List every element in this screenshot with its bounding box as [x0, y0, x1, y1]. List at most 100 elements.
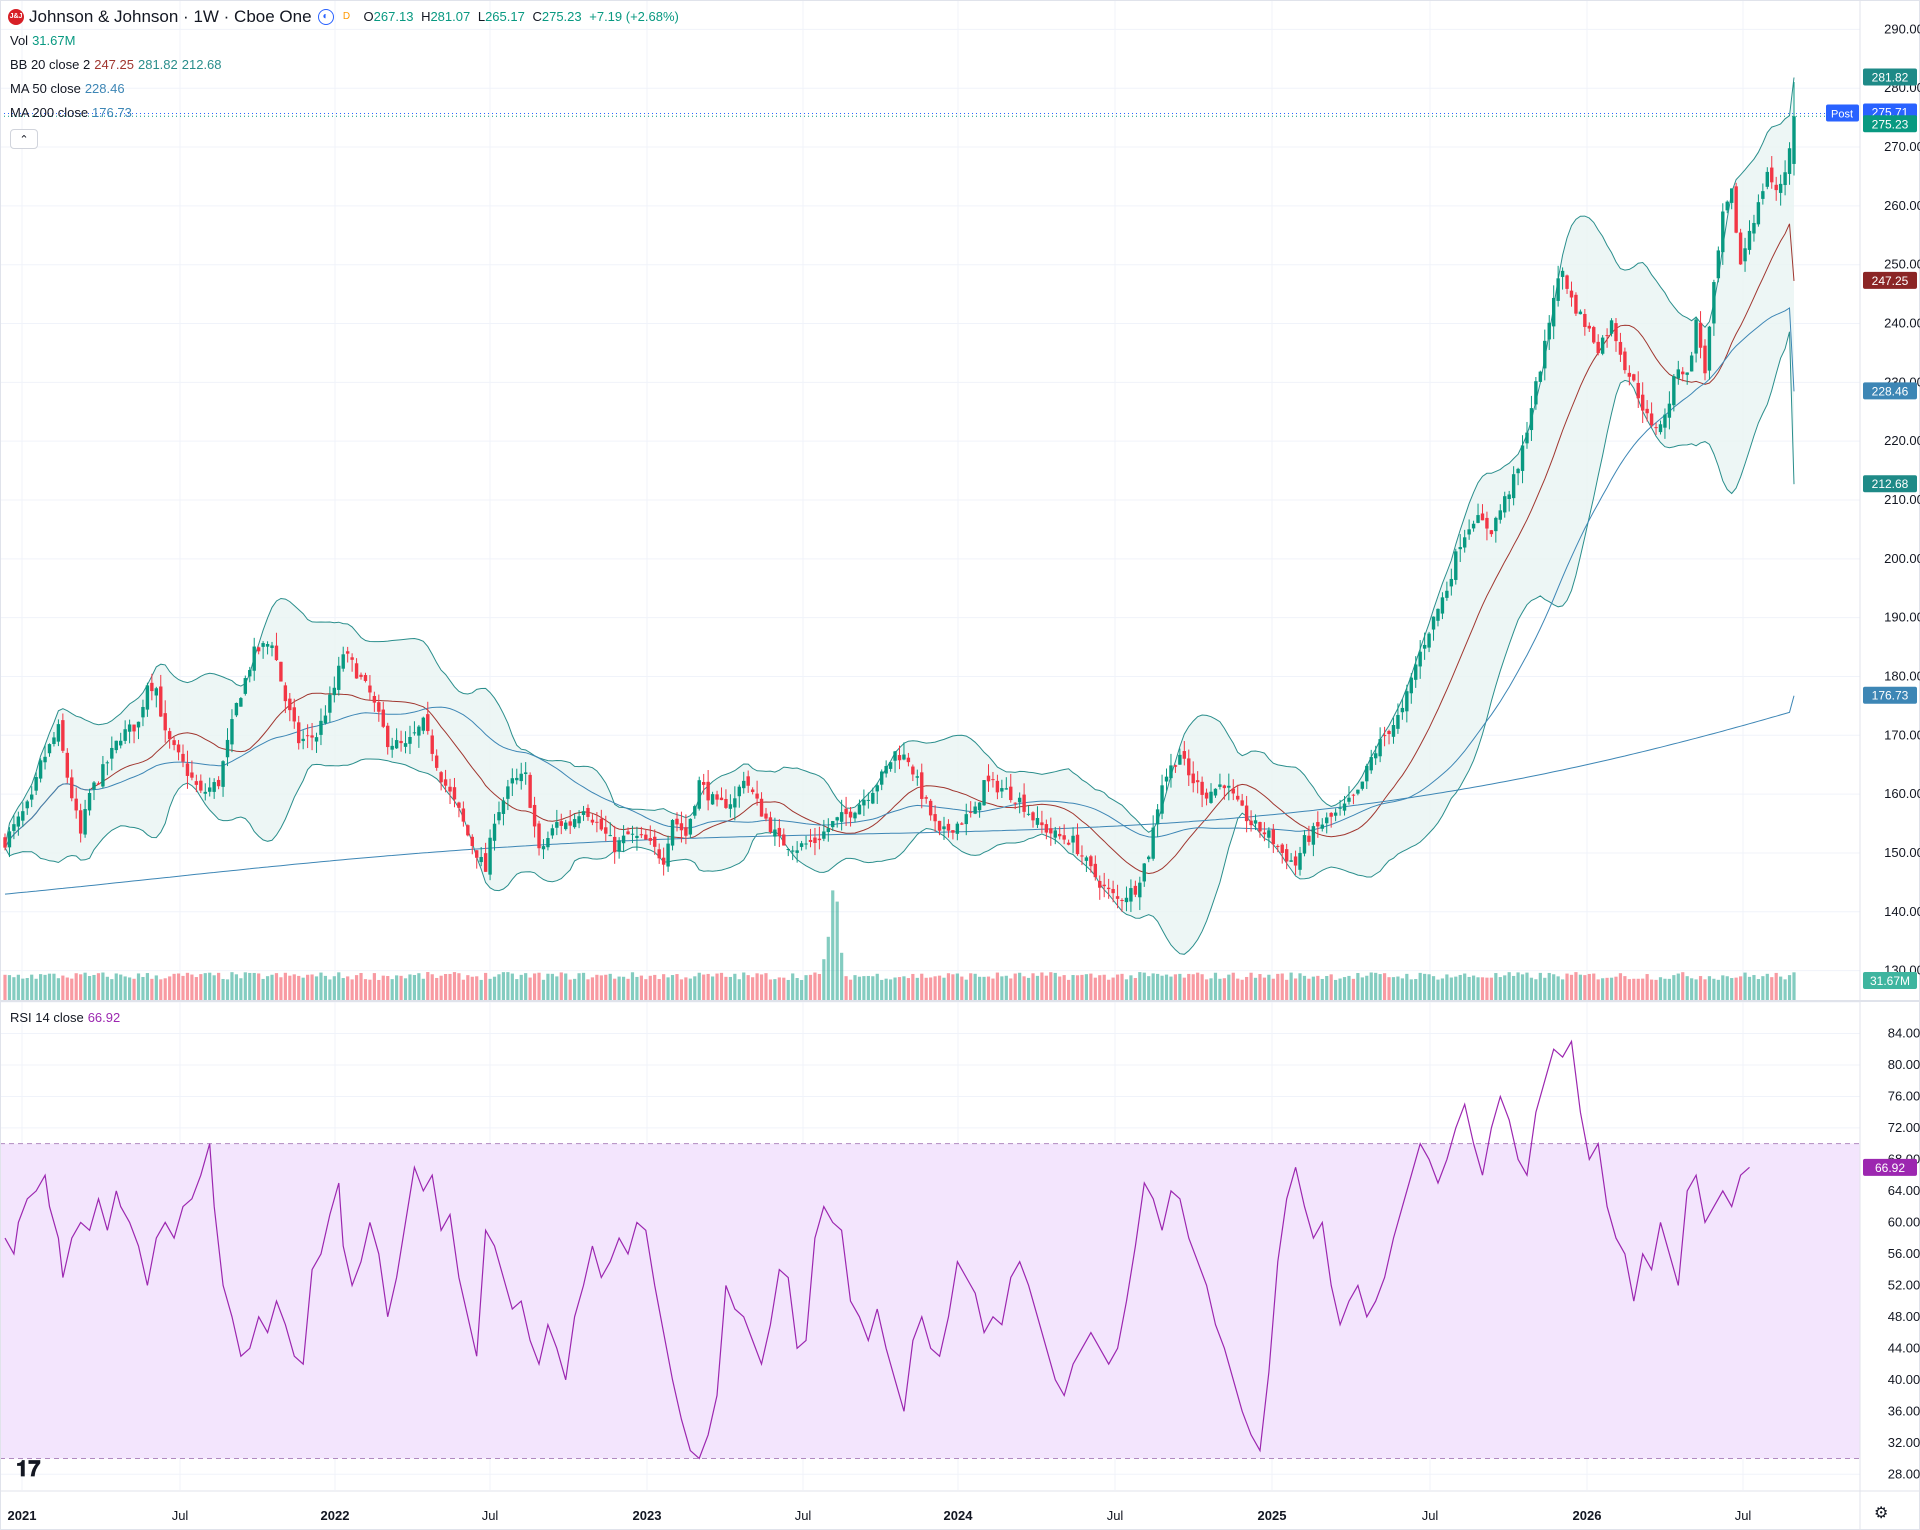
time-tick-label: Jul: [795, 1508, 812, 1523]
candle: [1115, 884, 1120, 909]
candle-body: [1712, 282, 1716, 324]
candle-body: [1249, 820, 1253, 826]
candle-body: [1351, 794, 1356, 796]
candle-body: [1556, 278, 1560, 301]
candle: [1200, 776, 1204, 808]
candle: [199, 774, 203, 794]
candle-body: [1765, 171, 1769, 187]
candle-body: [1071, 835, 1075, 843]
candle-body: [1218, 784, 1222, 787]
candle-body: [1240, 800, 1244, 806]
collapse-legend-button[interactable]: ⌃: [10, 129, 38, 149]
volume-bar: [1253, 977, 1258, 1000]
candle-body: [78, 810, 83, 834]
symbol-title[interactable]: Johnson & Johnson · 1W · Cboe One: [29, 7, 312, 26]
candle: [572, 813, 577, 829]
candle-body: [986, 775, 991, 782]
volume-bar: [47, 973, 52, 1000]
candle: [515, 768, 519, 785]
candle-body: [648, 838, 652, 841]
candle: [604, 815, 608, 842]
candle: [1000, 779, 1004, 799]
candle-body: [1787, 148, 1792, 174]
candle: [1503, 491, 1507, 518]
candle-body: [661, 857, 666, 865]
volume-bar: [875, 973, 879, 1000]
candle-body: [1498, 510, 1502, 520]
candle-body: [911, 766, 915, 775]
candle-body: [390, 745, 394, 750]
candle-body: [341, 654, 345, 669]
volume-bar: [1342, 977, 1347, 1000]
volume-legend[interactable]: Vol 31.67M: [10, 33, 76, 48]
volume-bar: [697, 972, 701, 1000]
candle-body: [1574, 294, 1578, 314]
volume-bar: [715, 973, 719, 1000]
candle-body: [737, 786, 741, 797]
candle: [1538, 370, 1543, 383]
ma50-legend[interactable]: MA 50 close 228.46: [10, 81, 125, 96]
volume-bar: [1124, 979, 1129, 1000]
candle-body: [265, 644, 270, 647]
candle: [466, 824, 470, 837]
volume-bar: [986, 976, 991, 1000]
volume-bar: [1641, 978, 1645, 1000]
candle: [799, 840, 804, 851]
volume-bar: [154, 975, 158, 1000]
candle: [497, 801, 501, 825]
candle: [1169, 753, 1173, 788]
candle: [305, 724, 310, 749]
candle-body: [70, 777, 74, 799]
volume-bar: [408, 974, 412, 1000]
volume-bar: [1107, 979, 1111, 1000]
candle: [1516, 467, 1520, 486]
candle: [221, 760, 225, 797]
volume-bar: [1276, 973, 1280, 1000]
candle-body: [862, 799, 866, 806]
rsi-tick-label: 40.00: [1888, 1372, 1920, 1387]
volume-bar: [1525, 972, 1529, 1000]
volume-bar: [323, 975, 328, 1000]
volume-bar: [982, 976, 986, 1000]
bollinger-band-fill: [5, 77, 1794, 955]
candle-body: [1284, 849, 1289, 862]
rsi-tick-label: 52.00: [1888, 1277, 1920, 1292]
candle-body: [1329, 812, 1333, 817]
time-tick-label: Jul: [1422, 1508, 1439, 1523]
volume-bar: [1182, 977, 1186, 1000]
bollinger-legend[interactable]: BB 20 close 2 247.25 281.82 212.68: [10, 57, 222, 72]
candle-body: [1164, 776, 1169, 782]
ma200-legend[interactable]: MA 200 close 176.73: [10, 105, 132, 120]
time-tick-label: 2026: [1573, 1508, 1602, 1523]
candle: [688, 818, 693, 839]
candle-body: [937, 820, 942, 831]
candle-body: [888, 762, 893, 769]
volume-bar: [1204, 979, 1209, 1000]
candle: [1369, 749, 1373, 774]
rsi-legend[interactable]: RSI 14 close 66.92: [10, 1010, 121, 1025]
candle-body: [461, 808, 466, 822]
volume-bar: [626, 978, 630, 1000]
change-value: +7.19 (+2.68%): [589, 9, 679, 24]
candle-body: [403, 743, 408, 747]
tradingview-logo-icon[interactable]: 𝟏𝟕: [16, 1456, 41, 1481]
candle-body: [1632, 374, 1636, 381]
candle-body: [1009, 786, 1013, 801]
candle: [1325, 812, 1329, 834]
bb-lower-price-label: 212.68: [1872, 477, 1909, 491]
candle-body: [1707, 326, 1712, 371]
candle: [1498, 504, 1502, 524]
candle: [1031, 811, 1035, 828]
rsi-tick-label: 44.00: [1888, 1340, 1920, 1355]
candle: [1449, 568, 1454, 596]
candle-body: [1098, 880, 1102, 888]
candle: [1022, 783, 1026, 818]
candle-body: [1035, 818, 1040, 825]
volume-bar: [74, 973, 78, 1000]
candle-body: [559, 821, 563, 826]
candle: [1440, 592, 1445, 620]
candle-body: [724, 798, 728, 808]
gear-icon[interactable]: ⚙: [1874, 1505, 1889, 1522]
volume-bar: [550, 973, 554, 1000]
